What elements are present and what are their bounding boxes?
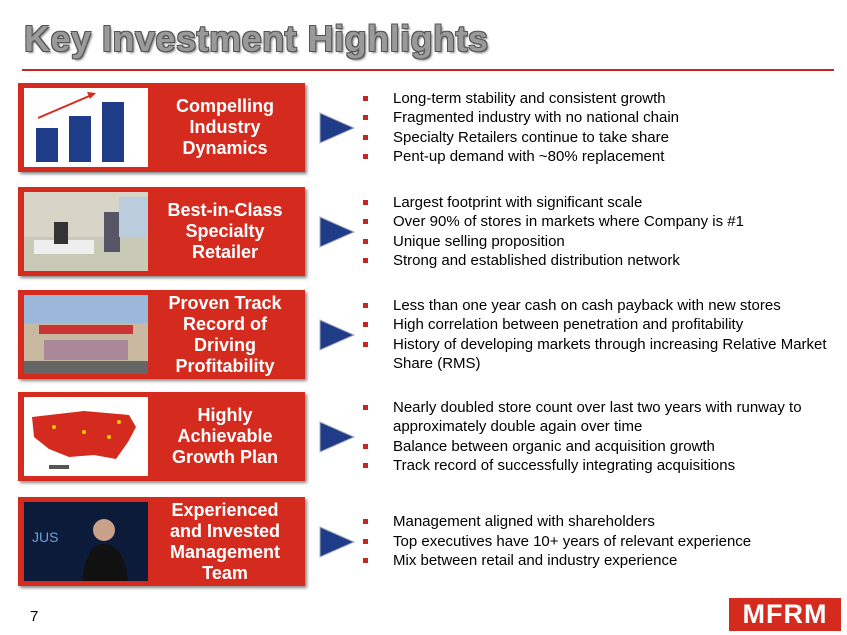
bullet-item: Nearly doubled store count over last two… [362, 398, 827, 437]
bullet-item: Less than one year cash on cash payback … [362, 296, 827, 316]
arrow-icon [319, 319, 356, 351]
bullet-item: Top executives have 10+ years of relevan… [362, 532, 827, 552]
image [36, 92, 124, 162]
image [32, 411, 136, 469]
arrow [318, 318, 358, 357]
heading-line: Driving [193, 334, 256, 355]
arrow-icon [319, 526, 356, 558]
bullet-item: Over 90% of stores in markets where Comp… [362, 212, 827, 232]
bullet-item: Track record of successfully integrating… [362, 456, 827, 476]
highlight-image [24, 192, 148, 271]
bullet-item: High correlation between penetration and… [362, 315, 827, 335]
heading-line: Best-in-Class [167, 200, 283, 220]
bullet-item: Mix between retail and industry experien… [362, 551, 827, 571]
heading-line: Dynamics [182, 138, 268, 158]
highlight-box: Proven Track Record of Driving Profitabilit… [18, 290, 305, 379]
heading-line: Highly [197, 405, 253, 425]
arrow [318, 111, 358, 150]
slide-title: Key Investment Highlights [24, 18, 489, 59]
arrow-icon [319, 421, 356, 453]
highlight-box: JUS Experienced and Invested Management Team [18, 497, 305, 586]
heading-line: and Invested [169, 520, 281, 541]
bullet-item: Specialty Retailers continue to take sha… [362, 128, 827, 148]
heading-line: Industry [189, 117, 261, 137]
image: JUS [24, 502, 148, 581]
highlight-image [24, 397, 148, 476]
page-number: 7 [30, 608, 39, 625]
image [24, 295, 148, 374]
arrow [318, 420, 358, 459]
bullet-item: Pent-up demand with ~80% replacement [362, 147, 827, 167]
highlight-heading: Best-in-Class Specialty Retailer [150, 187, 300, 276]
heading-line: Achievable [177, 426, 273, 446]
heading-line: Specialty [185, 221, 265, 241]
heading-line: Management [169, 541, 281, 562]
heading-line: Team [202, 562, 248, 583]
bullet-item: Management aligned with shareholders [362, 512, 827, 532]
bullet-list: Management aligned with shareholders Top … [362, 497, 827, 586]
bullet-list: Nearly doubled store count over last two… [362, 392, 827, 481]
bullet-item: Long-term stability and consistent growt… [362, 89, 827, 109]
arrow [318, 525, 358, 564]
heading-line: Growth Plan [171, 447, 278, 467]
arrow-icon [319, 112, 356, 144]
highlight-heading: Proven Track Record of Driving Profitabilit… [150, 290, 300, 379]
highlight-box: Highly Achievable Growth Plan [18, 392, 305, 481]
highlight-heading: Highly Achievable Growth Plan [150, 392, 300, 481]
bullet-item: Fragmented industry with no national cha… [362, 108, 827, 128]
bullet-item: Balance between organic and acquisition … [362, 437, 827, 457]
bullet-item: History of developing markets through in… [362, 335, 827, 374]
highlight-box: Compelling Industry Dynamics [18, 83, 305, 172]
heading-line: Profitability [175, 355, 275, 376]
bullet-item: Unique selling proposition [362, 232, 827, 252]
highlight-image [24, 295, 148, 374]
heading-line: Record of [182, 313, 267, 334]
highlight-box: Best-in-Class Specialty Retailer [18, 187, 305, 276]
logo: MFRM [729, 598, 841, 631]
heading-line: Experienced [171, 499, 279, 520]
image [24, 192, 148, 271]
title-rule [22, 69, 834, 71]
heading-line: Compelling [176, 96, 274, 116]
highlight-heading: Compelling Industry Dynamics [150, 83, 300, 172]
heading-line: Retailer [191, 242, 259, 262]
bullet-item: Largest footprint with significant scale [362, 193, 827, 213]
arrow-icon [319, 216, 356, 248]
arrow [318, 215, 358, 254]
highlight-image [24, 88, 148, 167]
heading-line: Proven Track [168, 292, 282, 313]
bullet-list: Long-term stability and consistent growt… [362, 83, 827, 172]
bullet-list: Largest footprint with significant scale… [362, 187, 827, 276]
highlight-image: JUS [24, 502, 148, 581]
bullet-item: Strong and established distribution netw… [362, 251, 827, 271]
bullet-list: Less than one year cash on cash payback … [362, 290, 827, 379]
highlight-heading: Experienced and Invested Management Team [150, 497, 300, 586]
svg-text:JUS: JUS [32, 529, 58, 545]
